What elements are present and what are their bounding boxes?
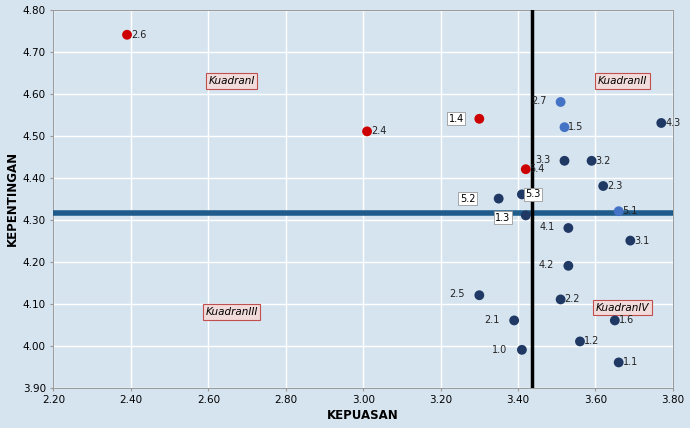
Text: 2.3: 2.3: [607, 181, 622, 191]
Text: 2.4: 2.4: [371, 126, 386, 137]
Text: 4.2: 4.2: [539, 259, 555, 270]
Text: 5.2: 5.2: [460, 193, 475, 204]
Point: [624, 237, 635, 244]
Text: KuadranIV: KuadranIV: [595, 303, 649, 313]
Text: 4.3: 4.3: [665, 118, 680, 128]
Text: 1.5: 1.5: [569, 122, 584, 132]
Point: [575, 338, 586, 345]
Text: 1.3: 1.3: [495, 212, 511, 223]
Text: KuadranII: KuadranII: [598, 76, 647, 86]
Point: [613, 208, 624, 214]
Point: [362, 128, 373, 135]
Point: [609, 317, 620, 324]
Text: 1.4: 1.4: [448, 114, 464, 124]
Point: [555, 98, 566, 105]
Text: 1.2: 1.2: [584, 336, 599, 346]
Text: 2.1: 2.1: [484, 315, 500, 325]
Point: [656, 119, 667, 126]
Text: 2.6: 2.6: [131, 30, 146, 40]
Text: 2.7: 2.7: [531, 96, 546, 106]
Text: 1.6: 1.6: [619, 315, 634, 325]
Y-axis label: KEPENTINGAN: KEPENTINGAN: [6, 151, 19, 246]
Point: [474, 116, 485, 122]
Text: 5.3: 5.3: [525, 190, 540, 199]
Text: 2.5: 2.5: [449, 289, 464, 299]
Text: 3.3: 3.3: [535, 155, 551, 164]
Point: [509, 317, 520, 324]
Point: [474, 292, 485, 299]
Point: [559, 158, 570, 164]
X-axis label: KEPUASAN: KEPUASAN: [327, 410, 399, 422]
Text: 1.0: 1.0: [492, 345, 507, 355]
Text: KuadranI: KuadranI: [208, 76, 255, 86]
Point: [555, 296, 566, 303]
Text: 5.1: 5.1: [622, 206, 638, 216]
Point: [121, 31, 132, 38]
Point: [493, 195, 504, 202]
Point: [586, 158, 597, 164]
Text: KuadranIII: KuadranIII: [206, 307, 258, 317]
Point: [613, 359, 624, 366]
Point: [520, 166, 531, 172]
Point: [516, 191, 527, 198]
Text: 3.2: 3.2: [595, 156, 611, 166]
Point: [563, 262, 574, 269]
Text: 3.1: 3.1: [634, 235, 649, 246]
Point: [520, 212, 531, 219]
Point: [516, 346, 527, 353]
Text: 1.1: 1.1: [622, 357, 638, 367]
Point: [559, 124, 570, 131]
Point: [563, 225, 574, 232]
Text: 5.4: 5.4: [529, 164, 544, 174]
Text: 4.1: 4.1: [539, 222, 555, 232]
Text: 2.2: 2.2: [564, 294, 580, 304]
Point: [598, 183, 609, 190]
